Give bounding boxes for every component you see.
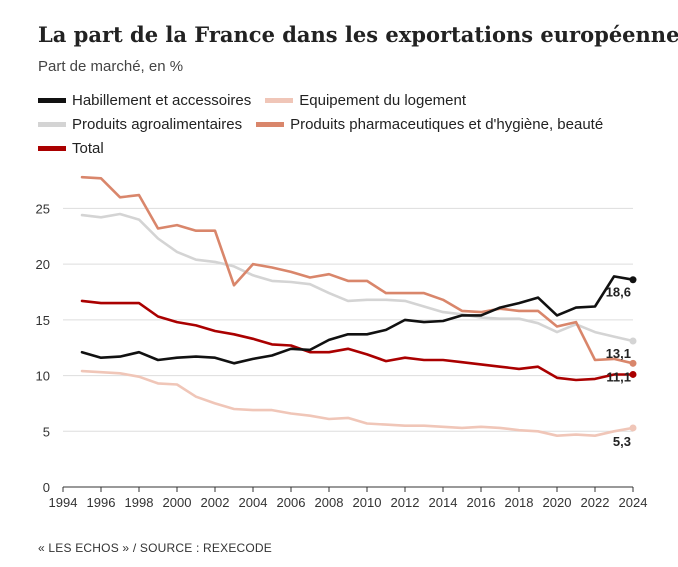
series-end-point-0 bbox=[629, 276, 637, 284]
x-tick-label: 1998 bbox=[125, 495, 154, 510]
series-end-point-4 bbox=[629, 370, 637, 378]
data-label: 5,3 bbox=[613, 434, 631, 449]
legend-label: Produits agroalimentaires bbox=[72, 115, 243, 133]
legend-swatch bbox=[38, 97, 66, 103]
chart-title: La part de la France dans les exportatio… bbox=[38, 22, 678, 47]
legend-swatch bbox=[265, 97, 294, 103]
x-tick-label: 2004 bbox=[239, 495, 268, 510]
legend-label: Equipement du logement bbox=[299, 91, 467, 109]
series-end-point-2 bbox=[629, 337, 637, 345]
y-tick-label: 10 bbox=[36, 369, 50, 384]
axis-layer: 0 5 10 15 20 25 1994 1996 1998 2000 2002 2004 2006 20… bbox=[36, 201, 648, 510]
x-tick-label: 2010 bbox=[353, 495, 382, 510]
x-tick-label: 2022 bbox=[581, 495, 610, 510]
x-tick-label: 2012 bbox=[391, 495, 420, 510]
y-tick-label: 5 bbox=[43, 424, 50, 439]
x-tick-label: 2006 bbox=[277, 495, 306, 510]
x-tick-label: 2002 bbox=[201, 495, 230, 510]
data-label: 11,1 bbox=[606, 369, 631, 384]
legend-swatch bbox=[38, 121, 66, 127]
source-note: « LES ECHOS » / SOURCE : REXECODE bbox=[38, 541, 272, 555]
legend-row: Produits agroalimentaires Produits pharm… bbox=[38, 112, 668, 136]
y-tick-label: 25 bbox=[36, 201, 50, 216]
legend-item-habillement: Habillement et accessoires bbox=[38, 92, 251, 109]
series-line-3 bbox=[80, 175, 635, 365]
legend: Habillement et accessoires Equipement du… bbox=[38, 88, 668, 160]
legend-row: Habillement et accessoires Equipement du… bbox=[38, 88, 668, 112]
chart-subtitle: Part de marché, en % bbox=[38, 58, 184, 75]
legend-item-equipement: Equipement du logement bbox=[265, 92, 466, 109]
x-tick-label: 2014 bbox=[429, 495, 458, 510]
legend-item-total: Total bbox=[38, 140, 104, 157]
x-tick-label: 2018 bbox=[505, 495, 534, 510]
legend-swatch bbox=[256, 121, 285, 127]
legend-swatch bbox=[38, 145, 66, 151]
x-tick-label: 2016 bbox=[467, 495, 496, 510]
legend-label: Habillement et accessoires bbox=[72, 91, 252, 109]
series-line-1 bbox=[80, 369, 635, 438]
series-end-point-3 bbox=[629, 359, 637, 367]
x-tick-label: 2024 bbox=[619, 495, 648, 510]
series-line-4 bbox=[80, 299, 635, 382]
series-line-2 bbox=[80, 212, 635, 343]
legend-item-agroalimentaires: Produits agroalimentaires bbox=[38, 116, 242, 133]
data-label: 18,6 bbox=[606, 285, 631, 300]
legend-label: Total bbox=[72, 139, 104, 157]
label-layer: 18,6 5,3 13,1 11,1 bbox=[606, 285, 631, 449]
x-tick-label: 1994 bbox=[49, 495, 78, 510]
x-tick-label: 2020 bbox=[543, 495, 572, 510]
legend-label: Produits pharmaceutiques et d'hygiène, b… bbox=[290, 115, 604, 133]
x-tick-label: 2000 bbox=[163, 495, 192, 510]
legend-item-pharmaceutiques: Produits pharmaceutiques et d'hygiène, b… bbox=[256, 116, 603, 133]
y-tick-label: 20 bbox=[36, 257, 50, 272]
series-layer bbox=[80, 175, 637, 438]
series-end-point-1 bbox=[629, 424, 637, 432]
data-label: 13,1 bbox=[606, 346, 631, 361]
y-tick-label: 15 bbox=[36, 313, 50, 328]
series-line-0 bbox=[80, 275, 635, 365]
y-tick-label: 0 bbox=[43, 480, 50, 495]
x-tick-label: 1996 bbox=[87, 495, 116, 510]
x-tick-label: 2008 bbox=[315, 495, 344, 510]
legend-row: Total bbox=[38, 136, 668, 160]
